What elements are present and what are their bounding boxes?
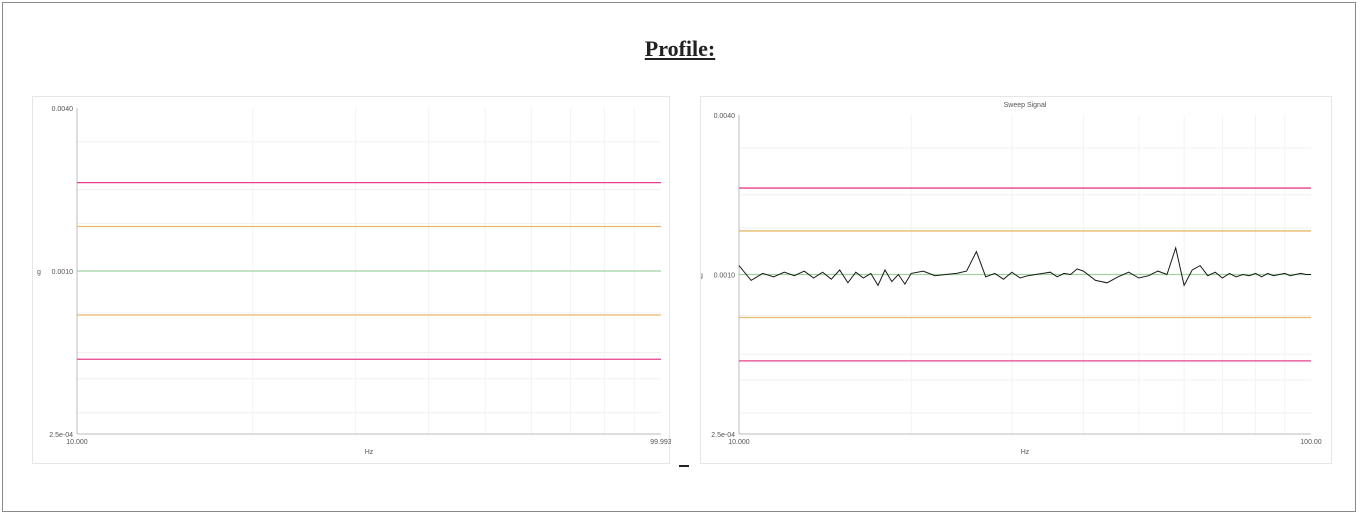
y-tick-label: 0.0010 xyxy=(52,269,74,276)
x-tick-label: 10.000 xyxy=(66,439,88,446)
y-axis-label: g xyxy=(701,273,703,280)
y-axis-label: g xyxy=(37,269,41,276)
y-tick-label: 2.5e-04 xyxy=(711,432,735,439)
chart-right: 0.0040 0.0010 2.5e-04 g 10.000 100.00 Hz Sweep … xyxy=(699,102,1322,456)
x-axis-label: Hz xyxy=(1021,449,1030,456)
x-tick-label: 10.000 xyxy=(728,439,750,446)
x-tick-label: 100.00 xyxy=(1300,439,1322,446)
y-tick-label: 0.0040 xyxy=(714,113,736,120)
chart-left: 0.0040 0.0010 2.5e-04 g 10.000 99.993 Hz xyxy=(37,106,672,456)
y-tick-label: 0.0040 xyxy=(52,106,74,113)
sweep-signal-line xyxy=(738,246,1311,287)
page-title: Profile: xyxy=(644,36,716,61)
y-tick-label: 0.0010 xyxy=(714,273,736,280)
x-axis-label: Hz xyxy=(365,449,374,456)
separator-dash xyxy=(679,465,689,467)
x-tick-label: 99.993 xyxy=(650,439,671,446)
chart-panel-right: 0.0040 0.0010 2.5e-04 g 10.000 100.00 Hz Sweep … xyxy=(699,96,1332,464)
chart-title: Sweep Signal xyxy=(1004,102,1047,109)
chart-panel-left: 0.0040 0.0010 2.5e-04 g 10.000 99.993 Hz xyxy=(32,96,672,464)
y-tick-label: 2.5e-04 xyxy=(49,432,73,439)
